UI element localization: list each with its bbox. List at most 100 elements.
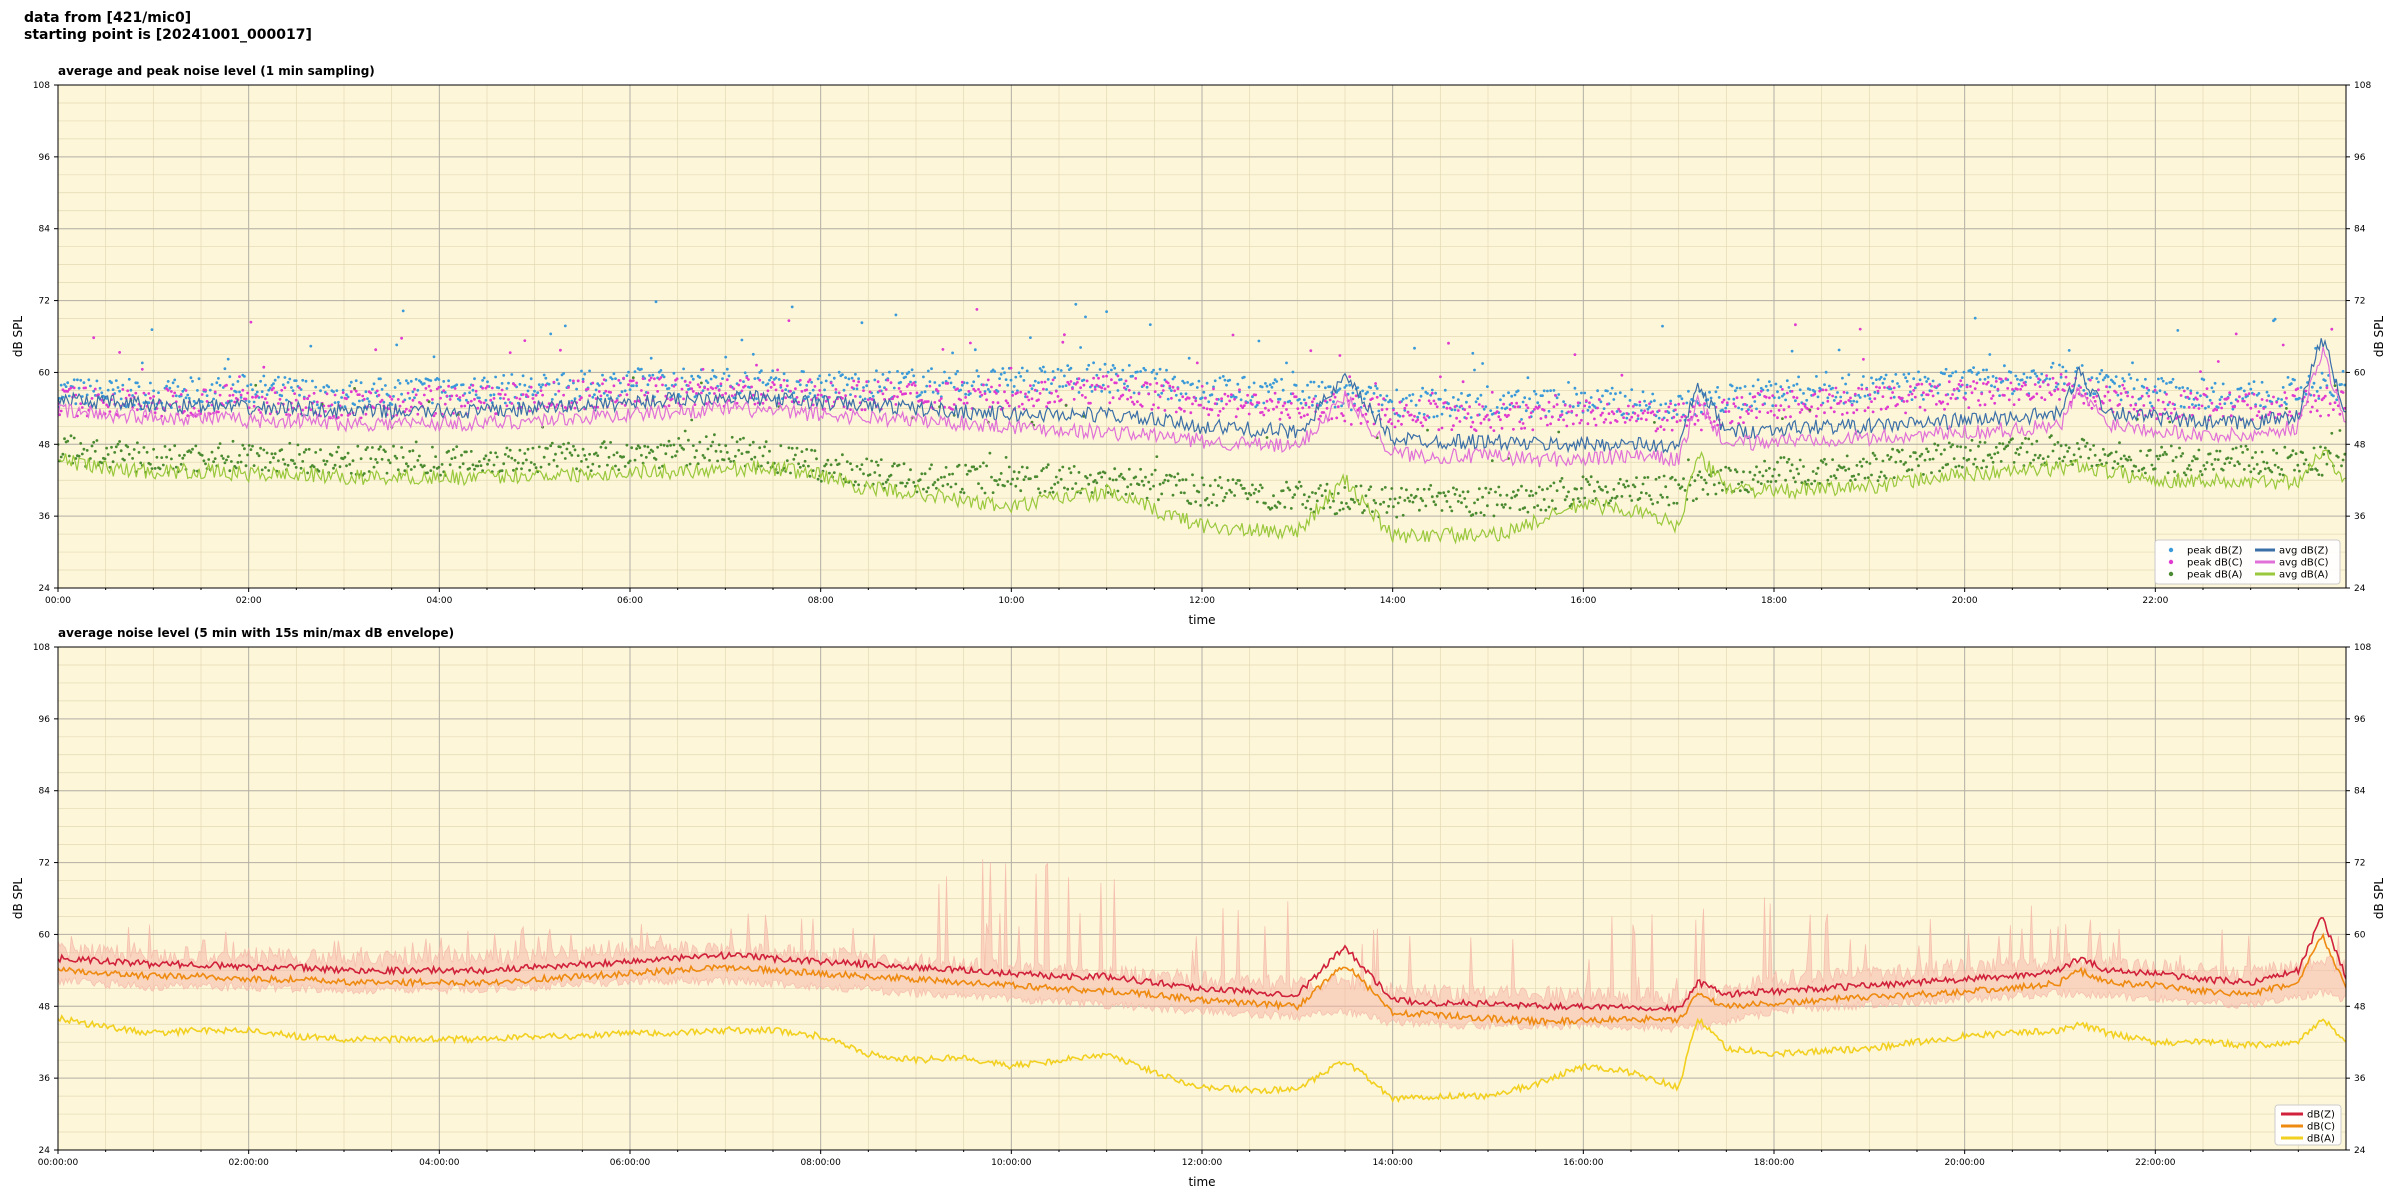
point xyxy=(768,378,771,382)
point xyxy=(858,467,862,471)
point xyxy=(824,462,828,466)
point xyxy=(247,406,251,409)
point xyxy=(2168,420,2172,424)
point xyxy=(907,383,911,386)
point xyxy=(719,382,723,386)
point xyxy=(857,377,860,381)
point xyxy=(518,397,522,401)
point xyxy=(1855,464,1859,467)
point xyxy=(1863,476,1867,480)
point xyxy=(805,448,809,451)
point xyxy=(1554,394,1557,397)
point xyxy=(657,466,661,470)
point xyxy=(1515,401,1518,405)
point xyxy=(1210,393,1214,397)
point xyxy=(1638,403,1642,407)
point xyxy=(418,454,421,458)
point xyxy=(1734,389,1737,393)
point xyxy=(1058,385,1061,388)
point xyxy=(2161,453,2165,457)
point xyxy=(1774,479,1778,483)
point xyxy=(1416,415,1420,419)
point xyxy=(1294,395,1298,399)
point xyxy=(1946,462,1950,466)
point xyxy=(1581,409,1585,413)
point xyxy=(264,466,267,469)
point xyxy=(1275,506,1279,509)
point xyxy=(246,453,250,457)
point xyxy=(478,396,481,400)
point xyxy=(2215,449,2219,453)
point xyxy=(1220,397,1223,401)
point xyxy=(1834,395,1838,399)
point xyxy=(1066,380,1070,384)
point xyxy=(1208,484,1212,488)
point xyxy=(1909,390,1912,394)
point xyxy=(1862,457,1865,461)
point xyxy=(1876,479,1880,482)
point xyxy=(262,374,266,378)
point xyxy=(1473,501,1476,505)
point xyxy=(2105,461,2108,465)
point xyxy=(359,457,363,461)
point xyxy=(1580,391,1583,395)
point xyxy=(1246,393,1249,397)
point xyxy=(941,484,945,488)
point xyxy=(537,383,541,386)
point xyxy=(2332,394,2335,398)
point xyxy=(713,392,716,395)
point xyxy=(429,389,433,393)
point xyxy=(366,446,369,449)
point xyxy=(247,444,251,447)
point xyxy=(1734,405,1737,408)
point xyxy=(521,374,525,378)
ytick-label-left: 48 xyxy=(39,440,51,450)
point xyxy=(2212,390,2215,393)
point xyxy=(1228,378,1232,382)
point xyxy=(1782,392,1786,396)
point xyxy=(1289,401,1293,405)
point xyxy=(1878,377,1881,381)
point xyxy=(315,400,319,404)
point xyxy=(1996,387,2000,391)
point xyxy=(554,452,557,456)
point xyxy=(1395,411,1399,415)
point xyxy=(721,393,724,397)
point xyxy=(465,450,468,454)
point xyxy=(184,389,188,392)
point xyxy=(2186,387,2190,390)
point xyxy=(2238,395,2241,399)
point xyxy=(1029,384,1032,387)
point xyxy=(1528,494,1531,498)
point xyxy=(1090,383,1094,387)
point xyxy=(774,388,778,392)
point xyxy=(868,473,872,476)
point xyxy=(471,388,475,392)
point xyxy=(460,404,463,408)
point xyxy=(983,392,987,395)
point xyxy=(1170,474,1173,478)
point xyxy=(1597,485,1601,489)
point xyxy=(390,397,394,401)
point xyxy=(497,386,501,390)
point xyxy=(1508,408,1512,411)
point xyxy=(1721,400,1724,404)
point xyxy=(1429,402,1433,405)
point xyxy=(1991,375,1995,378)
point xyxy=(1928,458,1932,461)
xtick-label: 02:00:00 xyxy=(228,1158,269,1168)
point xyxy=(758,378,762,382)
point xyxy=(2024,383,2027,387)
point xyxy=(758,371,762,374)
point xyxy=(547,382,551,386)
point xyxy=(1328,398,1332,402)
point xyxy=(458,396,462,399)
point xyxy=(1027,398,1031,402)
point xyxy=(1108,477,1112,481)
point xyxy=(1082,383,1086,387)
point xyxy=(340,413,343,417)
point xyxy=(1667,503,1671,507)
series-db-z xyxy=(58,916,2346,1014)
point xyxy=(1847,373,1851,377)
point xyxy=(687,384,690,387)
